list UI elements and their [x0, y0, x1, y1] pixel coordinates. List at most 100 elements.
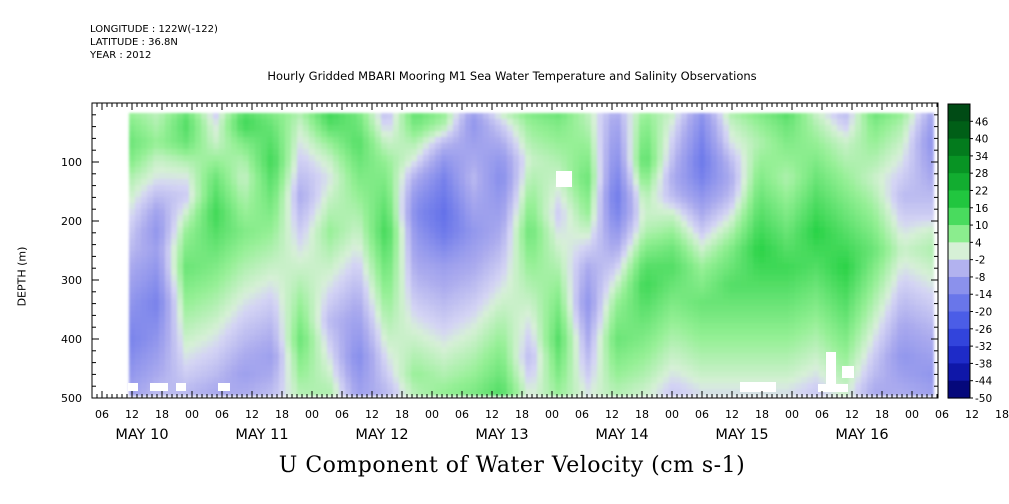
field-cell — [207, 287, 214, 294]
field-cell — [867, 287, 874, 294]
field-cell — [849, 167, 856, 174]
field-cell — [753, 167, 760, 174]
field-cell — [429, 299, 436, 306]
field-cell — [807, 317, 814, 324]
field-cell — [585, 173, 592, 180]
field-cell — [159, 155, 166, 162]
field-cell — [651, 269, 658, 276]
field-cell — [357, 311, 364, 318]
field-cell — [243, 263, 250, 270]
field-cell — [267, 203, 274, 210]
field-cell — [471, 251, 478, 258]
field-cell — [159, 287, 166, 294]
field-cell — [255, 233, 262, 240]
field-cell — [663, 191, 670, 198]
field-cell — [159, 119, 166, 126]
field-cell — [675, 203, 682, 210]
field-cell — [429, 227, 436, 234]
field-cell — [141, 323, 148, 330]
field-cell — [633, 287, 640, 294]
field-cell — [357, 251, 364, 258]
field-cell — [471, 131, 478, 138]
field-cell — [249, 263, 256, 270]
field-cell — [909, 305, 916, 312]
field-cell — [687, 281, 694, 288]
field-cell — [615, 287, 622, 294]
field-cell — [561, 161, 568, 168]
field-cell — [243, 185, 250, 192]
field-cell — [837, 227, 844, 234]
field-cell — [291, 191, 298, 198]
field-cell — [645, 329, 652, 336]
field-cell — [351, 233, 358, 240]
field-cell — [267, 281, 274, 288]
field-cell — [549, 281, 556, 288]
field-cell — [171, 329, 178, 336]
field-cell — [141, 131, 148, 138]
field-cell — [777, 209, 784, 216]
field-cell — [147, 317, 154, 324]
field-cell — [447, 215, 454, 222]
field-cell — [711, 305, 718, 312]
field-cell — [897, 251, 904, 258]
field-cell — [411, 119, 418, 126]
field-cell — [141, 185, 148, 192]
field-cell — [705, 227, 712, 234]
field-cell — [393, 317, 400, 324]
field-cell — [243, 197, 250, 204]
field-cell — [585, 275, 592, 282]
field-cell — [261, 137, 268, 144]
field-cell — [765, 299, 772, 306]
field-cell — [903, 167, 910, 174]
field-cell — [537, 185, 544, 192]
field-cell — [513, 221, 520, 228]
field-cell — [321, 329, 328, 336]
field-cell — [363, 233, 370, 240]
field-cell — [501, 131, 508, 138]
field-cell — [219, 251, 226, 258]
field-cell — [741, 257, 748, 264]
field-cell — [141, 113, 148, 120]
field-cell — [609, 113, 616, 120]
field-cell — [417, 275, 424, 282]
field-cell — [153, 299, 160, 306]
field-cell — [357, 281, 364, 288]
field-cell — [237, 209, 244, 216]
field-cell — [441, 155, 448, 162]
field-cell — [453, 281, 460, 288]
field-cell — [417, 299, 424, 306]
field-cell — [249, 275, 256, 282]
field-cell — [501, 275, 508, 282]
field-cell — [165, 221, 172, 228]
field-cell — [909, 125, 916, 132]
field-cell — [795, 239, 802, 246]
field-cell — [855, 329, 862, 336]
field-cell — [693, 209, 700, 216]
field-cell — [315, 197, 322, 204]
field-cell — [399, 143, 406, 150]
field-cell — [573, 263, 580, 270]
field-cell — [243, 221, 250, 228]
field-cell — [435, 329, 442, 336]
field-cell — [237, 233, 244, 240]
field-cell — [801, 245, 808, 252]
field-cell — [141, 263, 148, 270]
field-cell — [159, 239, 166, 246]
field-cell — [759, 227, 766, 234]
field-cell — [801, 143, 808, 150]
field-cell — [867, 227, 874, 234]
field-cell — [705, 257, 712, 264]
field-cell — [207, 215, 214, 222]
field-cell — [603, 119, 610, 126]
field-cell — [321, 263, 328, 270]
field-cell — [783, 233, 790, 240]
field-cell — [687, 113, 694, 120]
field-cell — [507, 131, 514, 138]
field-cell — [645, 317, 652, 324]
field-cell — [783, 119, 790, 126]
field-cell — [657, 179, 664, 186]
field-cell — [195, 293, 202, 300]
field-cell — [735, 119, 742, 126]
field-cell — [579, 269, 586, 276]
field-cell — [303, 299, 310, 306]
